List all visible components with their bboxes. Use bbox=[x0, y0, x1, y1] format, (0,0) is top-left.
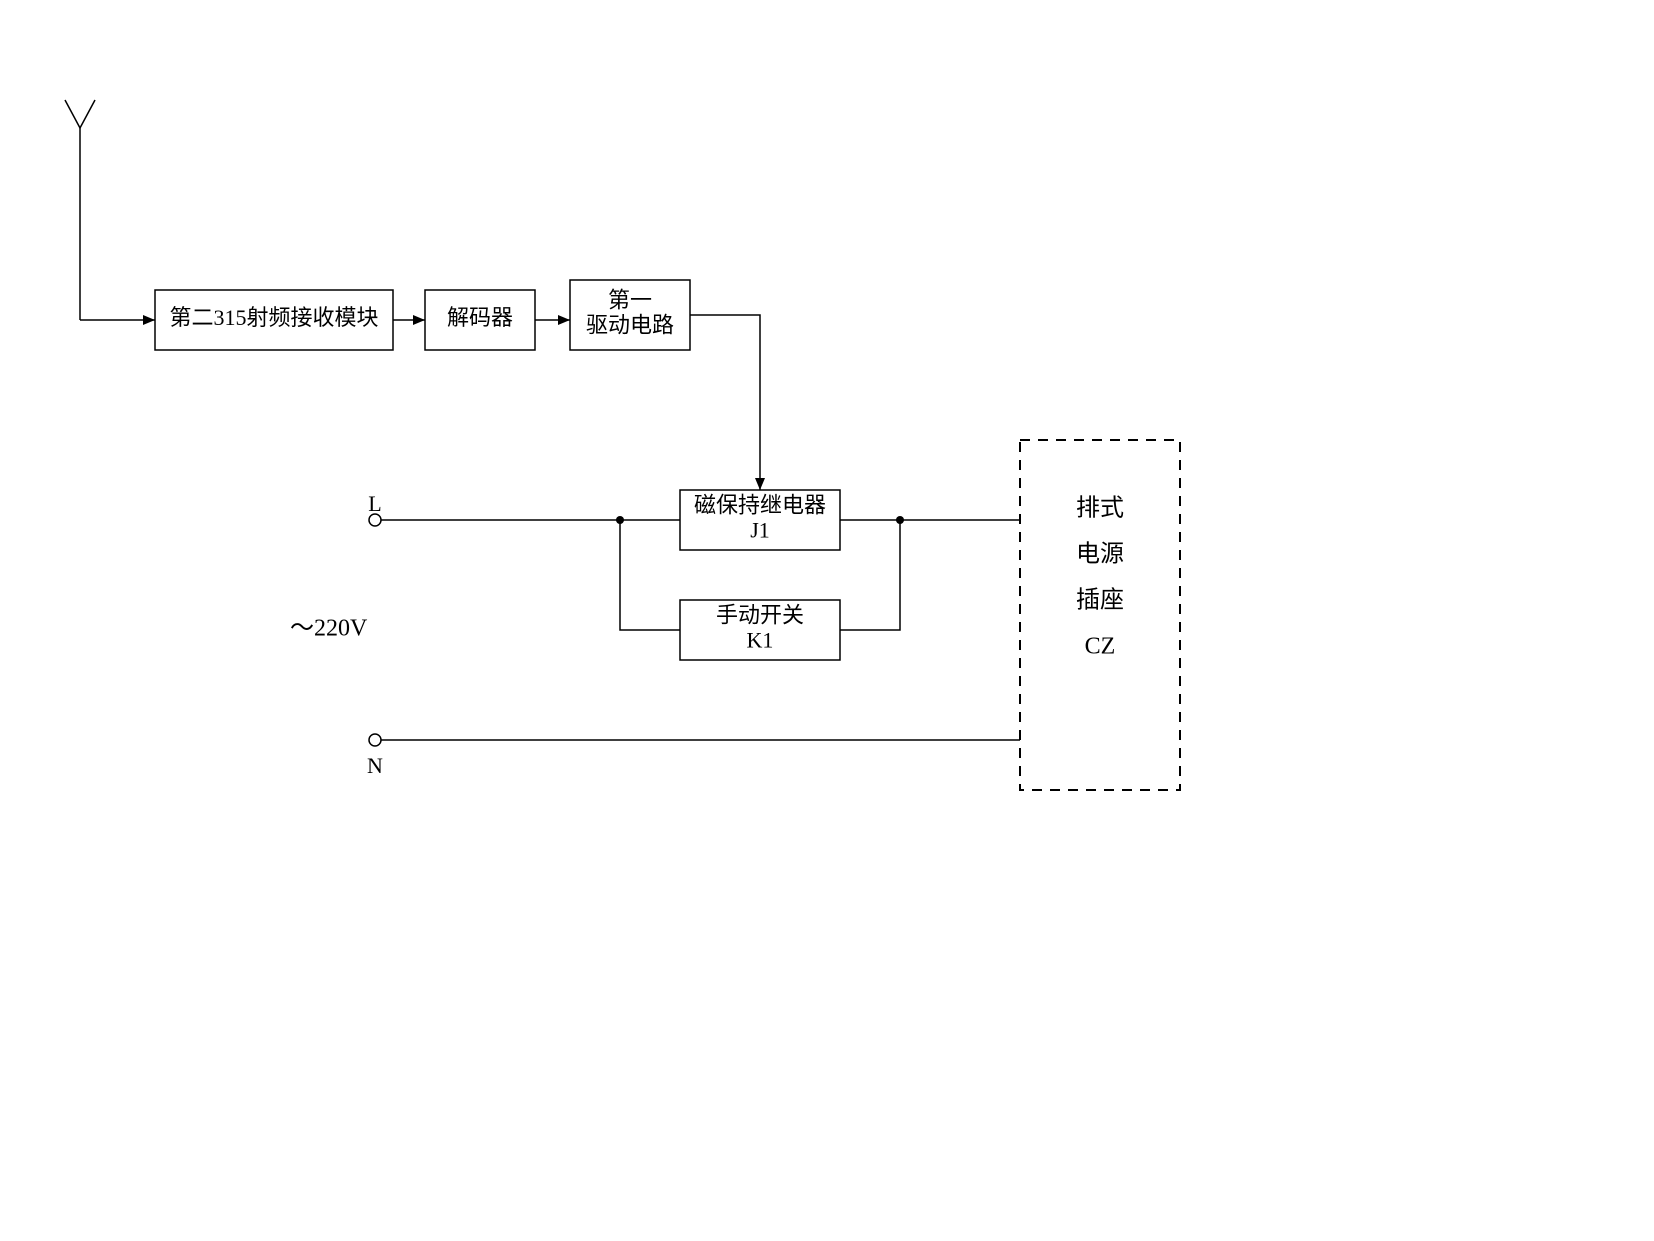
relay-label: 磁保持继电器 bbox=[694, 492, 826, 517]
driver-label: 驱动电路 bbox=[586, 313, 674, 338]
terminal-label-L: L bbox=[368, 491, 381, 516]
socket_box bbox=[1020, 440, 1180, 790]
switch-label: 手动开关 bbox=[716, 602, 804, 627]
voltage-label: ～220V bbox=[290, 616, 368, 642]
socket-label: CZ bbox=[1085, 634, 1116, 660]
rf_module-label: 第二315射频接收模块 bbox=[169, 305, 378, 330]
switch-label: K1 bbox=[747, 628, 774, 653]
driver-label: 第一 bbox=[608, 287, 652, 312]
socket-label: 排式 bbox=[1076, 495, 1124, 522]
socket-label: 电源 bbox=[1076, 541, 1124, 568]
terminal-label-N: N bbox=[367, 753, 383, 778]
relay-label: J1 bbox=[750, 518, 770, 543]
terminal-N bbox=[369, 734, 381, 746]
decoder-label: 解码器 bbox=[447, 305, 513, 330]
socket-label: 插座 bbox=[1076, 587, 1124, 614]
